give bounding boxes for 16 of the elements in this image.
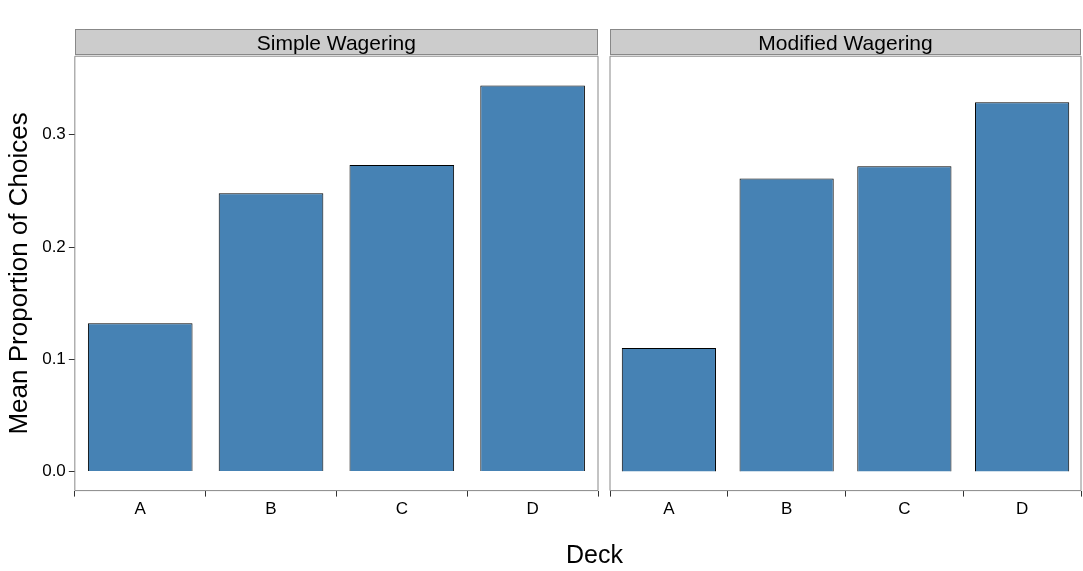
x-tick-label: A [134,499,147,519]
x-tick-label: C [395,499,408,519]
x-axis-title: Deck [565,540,624,569]
y-tick-label: 0.0 [42,461,66,481]
x-tick-label: C [898,499,911,519]
chart-title: Simple Wagering [74,29,598,56]
x-tick-label: D [526,499,539,519]
y-tick-label: 0.2 [42,236,66,256]
y-tick-label: 0.1 [42,348,66,368]
x-tick-label: D [1015,499,1029,519]
x-tick-label: B [265,499,277,519]
y-axis-title: Mean Proportion of Choices [2,112,33,435]
x-tick-label: B [780,499,793,519]
chart-title: Modified Wagering [610,29,1081,56]
y-tick-label: 0.3 [42,124,66,144]
x-tick-label: A [663,499,676,519]
